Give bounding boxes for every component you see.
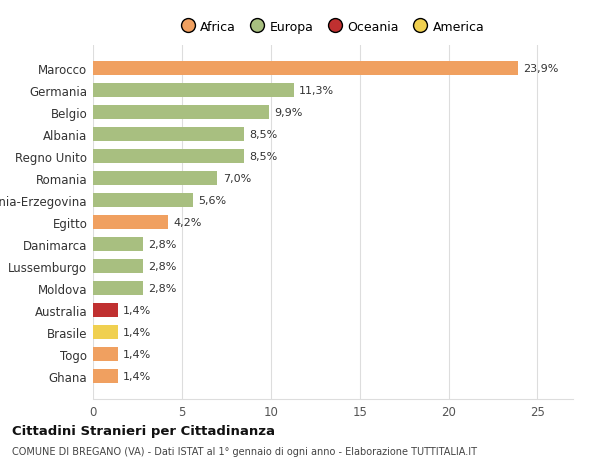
Text: 1,4%: 1,4% bbox=[123, 371, 151, 381]
Text: 9,9%: 9,9% bbox=[274, 108, 303, 118]
Bar bbox=[93, 304, 118, 317]
Text: Cittadini Stranieri per Cittadinanza: Cittadini Stranieri per Cittadinanza bbox=[12, 425, 275, 437]
Text: 1,4%: 1,4% bbox=[123, 328, 151, 337]
Bar bbox=[93, 238, 143, 252]
Bar bbox=[93, 260, 143, 274]
Text: 4,2%: 4,2% bbox=[173, 218, 202, 228]
Text: 2,8%: 2,8% bbox=[148, 284, 176, 294]
Text: COMUNE DI BREGANO (VA) - Dati ISTAT al 1° gennaio di ogni anno - Elaborazione TU: COMUNE DI BREGANO (VA) - Dati ISTAT al 1… bbox=[12, 446, 477, 456]
Text: 8,5%: 8,5% bbox=[250, 130, 278, 140]
Bar bbox=[93, 106, 269, 119]
Bar bbox=[93, 84, 294, 98]
Bar bbox=[93, 172, 217, 185]
Text: 11,3%: 11,3% bbox=[299, 86, 334, 96]
Bar bbox=[93, 326, 118, 339]
Text: 8,5%: 8,5% bbox=[250, 151, 278, 162]
Text: 1,4%: 1,4% bbox=[123, 306, 151, 315]
Legend: Africa, Europa, Oceania, America: Africa, Europa, Oceania, America bbox=[179, 18, 487, 36]
Bar bbox=[93, 216, 167, 230]
Text: 5,6%: 5,6% bbox=[198, 196, 226, 206]
Text: 1,4%: 1,4% bbox=[123, 349, 151, 359]
Text: 2,8%: 2,8% bbox=[148, 240, 176, 250]
Bar bbox=[93, 150, 244, 163]
Bar bbox=[93, 62, 518, 76]
Text: 7,0%: 7,0% bbox=[223, 174, 251, 184]
Bar bbox=[93, 347, 118, 361]
Bar bbox=[93, 282, 143, 295]
Bar bbox=[93, 369, 118, 383]
Text: 2,8%: 2,8% bbox=[148, 262, 176, 272]
Bar bbox=[93, 128, 244, 141]
Text: 23,9%: 23,9% bbox=[523, 64, 559, 74]
Bar bbox=[93, 194, 193, 207]
